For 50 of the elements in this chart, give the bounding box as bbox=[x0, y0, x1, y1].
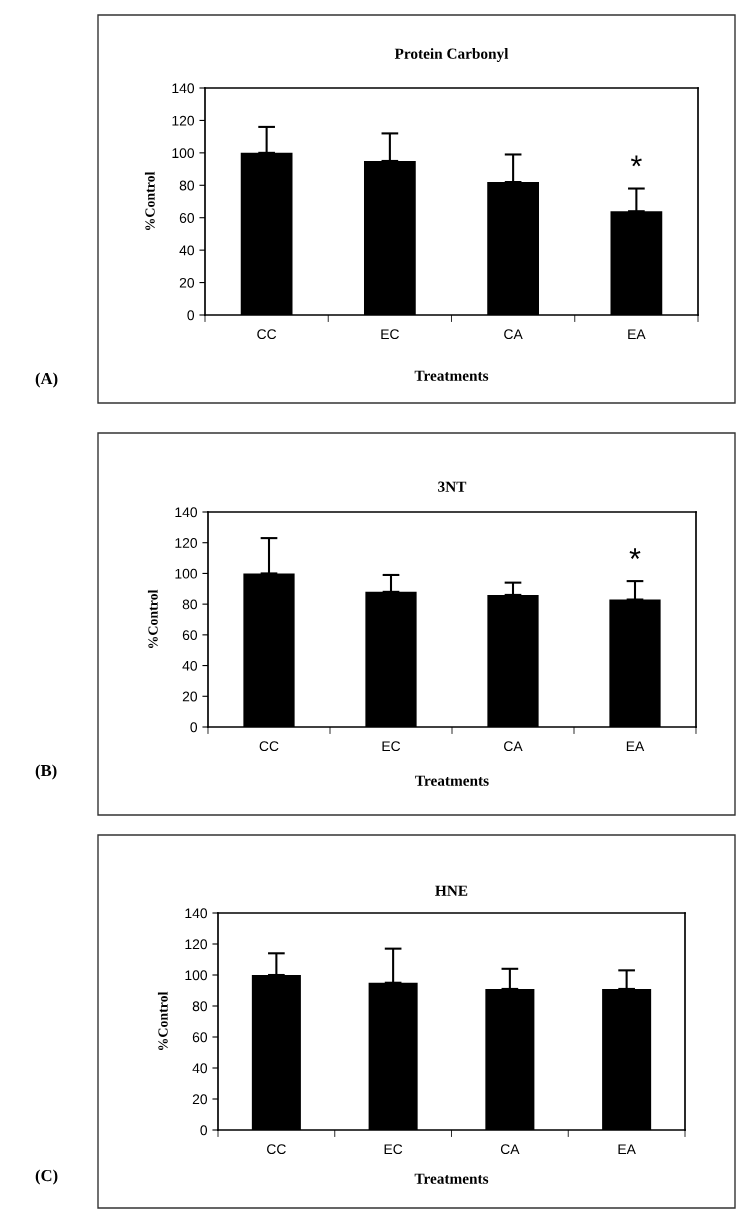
x-tick-label: CC bbox=[259, 741, 279, 752]
x-tick-label: CC bbox=[257, 329, 277, 340]
y-tick-label: 0 bbox=[190, 722, 198, 733]
y-tick-label: 60 bbox=[179, 213, 195, 223]
y-axis-title: %Control bbox=[157, 991, 168, 1051]
x-tick-label: EA bbox=[618, 1144, 636, 1154]
y-tick-label: 100 bbox=[185, 970, 208, 981]
annotation: * bbox=[629, 548, 641, 559]
y-tick-label: 140 bbox=[185, 908, 208, 919]
x-tick-label: EA bbox=[626, 741, 645, 751]
y-tick-label: 100 bbox=[175, 568, 198, 579]
y-tick-label: 20 bbox=[182, 691, 198, 702]
annotation: * bbox=[630, 155, 642, 167]
x-axis-title: Treatments bbox=[414, 370, 489, 381]
y-tick-label: 20 bbox=[192, 1094, 208, 1105]
x-tick-label: EA bbox=[628, 329, 646, 339]
y-tick-label: 40 bbox=[192, 1063, 208, 1074]
y-tick-label: 80 bbox=[179, 180, 195, 191]
chart-title: 3NT bbox=[438, 481, 467, 492]
y-tick-label: 100 bbox=[172, 148, 195, 159]
chart-title: HNE bbox=[435, 885, 468, 896]
y-tick-label: 80 bbox=[192, 1001, 208, 1012]
text: (A) bbox=[35, 372, 58, 388]
y-tick-label: 40 bbox=[182, 660, 198, 671]
y-tick-label: 120 bbox=[172, 115, 195, 126]
y-tick-label: 60 bbox=[192, 1032, 208, 1043]
x-tick-label: EC bbox=[384, 1144, 403, 1155]
text: (C) bbox=[35, 1169, 58, 1185]
y-axis-title: %Control bbox=[144, 171, 155, 231]
x-tick-label: CA bbox=[504, 741, 523, 752]
y-tick-label: 140 bbox=[175, 507, 198, 518]
y-axis-title: %Control bbox=[147, 589, 158, 649]
x-tick-label: EC bbox=[381, 329, 399, 340]
y-tick-label: 40 bbox=[179, 245, 195, 256]
x-tick-label: CC bbox=[267, 1144, 286, 1155]
x-axis-title: Treatments bbox=[414, 1173, 489, 1184]
y-tick-label: 140 bbox=[172, 83, 195, 94]
chart-title: Protein Carbonyl bbox=[394, 48, 509, 62]
y-tick-label: 0 bbox=[200, 1125, 208, 1136]
y-tick-label: 0 bbox=[187, 310, 195, 321]
x-tick-label: CA bbox=[504, 329, 523, 340]
x-tick-label: EC bbox=[382, 741, 401, 752]
y-tick-label: 80 bbox=[182, 599, 198, 610]
y-tick-label: 120 bbox=[185, 939, 208, 950]
y-tick-label: 60 bbox=[182, 630, 198, 641]
text: (B) bbox=[35, 764, 57, 780]
y-tick-label: 20 bbox=[179, 277, 195, 288]
x-tick-label: CA bbox=[500, 1144, 520, 1155]
x-axis-title: Treatments bbox=[415, 775, 489, 786]
y-tick-label: 120 bbox=[175, 538, 198, 548]
